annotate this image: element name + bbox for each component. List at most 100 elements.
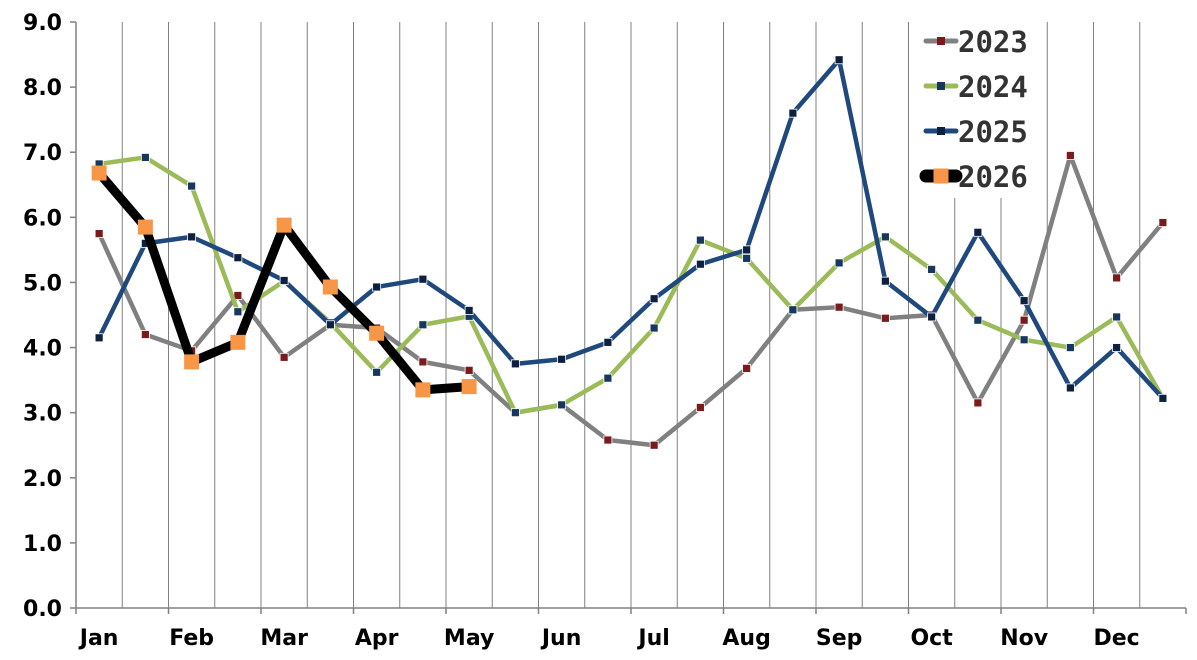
data-point bbox=[510, 359, 520, 369]
data-point bbox=[1019, 335, 1029, 345]
x-tick-label: May bbox=[444, 626, 494, 651]
data-point bbox=[927, 265, 937, 274]
x-tick-label: Nov bbox=[1000, 626, 1049, 651]
x-tick-label: Feb bbox=[169, 626, 214, 651]
data-point bbox=[557, 400, 567, 410]
data-point bbox=[788, 305, 798, 315]
data-point bbox=[325, 320, 335, 330]
data-point bbox=[1065, 383, 1075, 393]
data-point bbox=[695, 403, 705, 412]
data-point bbox=[880, 276, 890, 286]
data-point bbox=[880, 313, 890, 323]
data-point bbox=[1065, 151, 1075, 160]
series-line-2025 bbox=[96, 57, 1166, 401]
data-point bbox=[1019, 315, 1029, 325]
data-point bbox=[834, 55, 844, 65]
data-point bbox=[973, 227, 983, 237]
data-point bbox=[418, 320, 428, 330]
legend: 2023 2024 2025 2026 bbox=[918, 16, 1036, 198]
y-tick-label: 3.0 bbox=[23, 402, 62, 427]
data-point bbox=[372, 367, 382, 377]
data-point bbox=[742, 245, 752, 255]
data-point bbox=[834, 258, 844, 268]
data-point bbox=[140, 330, 150, 339]
data-point bbox=[279, 276, 289, 285]
legend-label-2023: 2023 bbox=[958, 25, 1028, 59]
y-tick-labels: 0.0 1.0 2.0 3.0 4.0 5.0 6.0 7.0 8.0 9.0 bbox=[23, 11, 62, 622]
data-point bbox=[927, 312, 937, 322]
x-tick-label: Jan bbox=[78, 626, 119, 651]
x-tick-label: Aug bbox=[722, 626, 770, 651]
data-point bbox=[1112, 343, 1122, 352]
data-point bbox=[279, 352, 289, 362]
y-tick-label: 0.0 bbox=[23, 597, 62, 622]
data-point bbox=[91, 165, 107, 181]
data-point bbox=[372, 282, 382, 292]
axes bbox=[70, 21, 1187, 614]
x-tick-label: Jun bbox=[540, 626, 582, 651]
x-tick-label: Apr bbox=[355, 626, 399, 651]
y-tick-label: 7.0 bbox=[23, 141, 62, 166]
series-2026 bbox=[91, 165, 477, 398]
data-point bbox=[788, 108, 798, 118]
x-tick-label: Oct bbox=[910, 626, 953, 651]
y-tick-label: 1.0 bbox=[23, 532, 62, 557]
series-2025 bbox=[94, 55, 1168, 403]
legend-label-2024: 2024 bbox=[958, 70, 1028, 104]
legend-marker-2023 bbox=[937, 37, 945, 45]
data-point bbox=[461, 379, 477, 395]
data-point bbox=[649, 440, 659, 450]
data-point bbox=[649, 294, 659, 304]
data-point bbox=[603, 435, 613, 445]
x-tick-label: Sep bbox=[816, 626, 863, 651]
legend-marker-2024 bbox=[937, 82, 945, 90]
x-tick-label: Jul bbox=[636, 626, 669, 651]
data-point bbox=[973, 315, 983, 325]
y-tick-label: 4.0 bbox=[23, 337, 62, 362]
y-tick-label: 5.0 bbox=[23, 271, 62, 296]
data-point bbox=[1065, 343, 1075, 352]
data-point bbox=[369, 325, 385, 341]
data-point bbox=[415, 382, 431, 398]
data-point bbox=[1158, 218, 1168, 227]
data-point bbox=[418, 274, 428, 284]
data-point bbox=[742, 363, 752, 373]
legend-marker-2025 bbox=[937, 127, 945, 135]
data-point bbox=[603, 373, 613, 383]
data-point bbox=[1112, 273, 1122, 283]
data-point bbox=[834, 302, 844, 312]
legend-background bbox=[918, 16, 1036, 198]
data-point bbox=[137, 219, 153, 235]
data-point bbox=[649, 323, 659, 333]
data-point bbox=[276, 217, 292, 233]
x-tick-label: Dec bbox=[1094, 626, 1140, 651]
data-point bbox=[322, 279, 338, 295]
data-point bbox=[94, 229, 104, 239]
y-tick-label: 9.0 bbox=[23, 11, 62, 36]
legend-label-2026: 2026 bbox=[958, 160, 1028, 194]
y-tick-label: 6.0 bbox=[23, 206, 62, 231]
data-point bbox=[695, 235, 705, 245]
data-point bbox=[557, 354, 567, 364]
series-2024 bbox=[94, 153, 1168, 418]
legend-marker-2026 bbox=[933, 168, 949, 184]
data-point bbox=[973, 398, 983, 408]
data-point bbox=[140, 153, 150, 162]
data-point bbox=[603, 337, 613, 347]
data-point bbox=[1112, 312, 1122, 322]
series-lines bbox=[91, 55, 1168, 450]
data-point bbox=[695, 259, 705, 269]
data-point bbox=[880, 232, 890, 242]
data-point bbox=[230, 334, 246, 350]
data-point bbox=[464, 365, 474, 375]
data-point bbox=[187, 181, 197, 191]
x-tick-labels: Jan Feb Mar Apr May Jun Jul Aug Sep Oct Nov Dec bbox=[78, 626, 1140, 651]
data-point bbox=[418, 357, 428, 367]
data-point bbox=[94, 333, 104, 343]
data-point bbox=[187, 232, 197, 242]
y-tick-label: 2.0 bbox=[23, 467, 62, 492]
series-line-2024 bbox=[96, 155, 1166, 415]
data-point bbox=[184, 354, 200, 370]
legend-label-2025: 2025 bbox=[958, 115, 1028, 149]
